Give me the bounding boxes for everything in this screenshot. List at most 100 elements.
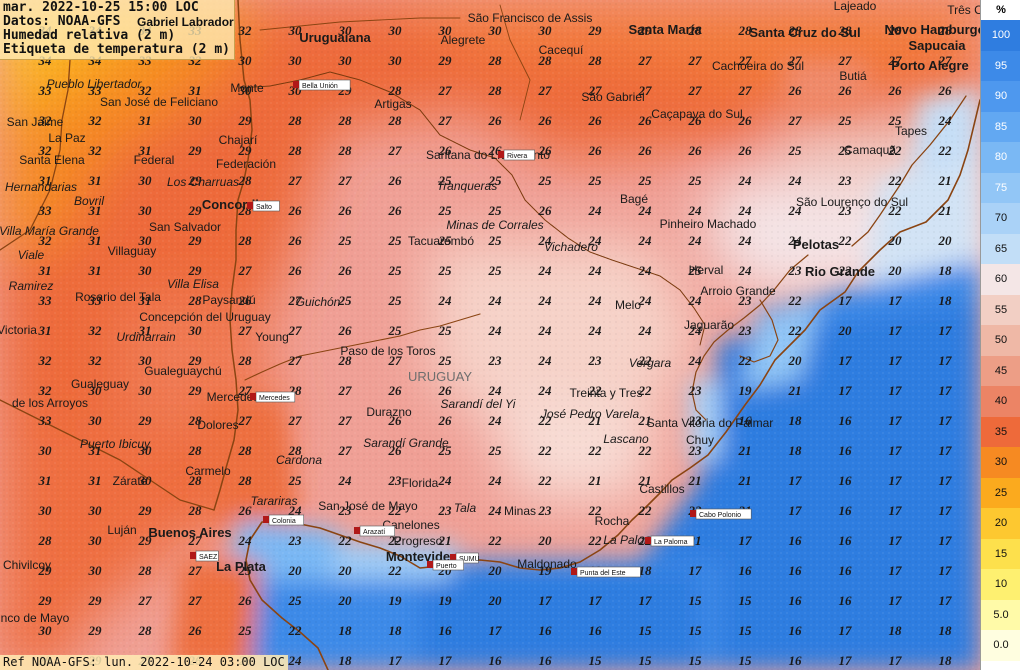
- station-name: Arazatí: [363, 529, 385, 536]
- temperature-label: 25: [688, 263, 703, 278]
- temperature-label: 26: [438, 143, 453, 158]
- temperature-label: 26: [388, 383, 403, 398]
- temperature-label: 22: [538, 473, 553, 488]
- temperature-label: 16: [489, 653, 503, 668]
- city-label: Cachoeira do Sul: [712, 59, 804, 73]
- city-label: Camaquã: [844, 143, 896, 157]
- temperature-label: 25: [388, 263, 403, 278]
- temperature-label: 30: [538, 23, 553, 38]
- station-name: Mercedes: [259, 395, 290, 402]
- temperature-label: 33: [38, 413, 53, 428]
- temperature-label: 16: [839, 563, 853, 578]
- city-label: Castillos: [639, 482, 684, 496]
- temperature-label: 29: [138, 503, 153, 518]
- city-label: Santa María: [629, 22, 703, 37]
- city-label: Minas de Corrales: [446, 218, 543, 232]
- temperature-label: 24: [288, 653, 303, 668]
- temperature-label: 30: [138, 203, 153, 218]
- temperature-label: 24: [788, 203, 803, 218]
- temperature-label: 25: [488, 233, 503, 248]
- station-name: Punta del Este: [580, 570, 626, 577]
- temperature-label: 24: [688, 323, 703, 338]
- city-label: Pueblo Libertador: [47, 77, 143, 91]
- temperature-label: 27: [188, 563, 203, 578]
- temperature-label: 22: [488, 533, 503, 548]
- temperature-label: 27: [838, 53, 853, 68]
- temperature-label: 22: [638, 533, 653, 548]
- temperature-label: 30: [138, 473, 153, 488]
- temperature-label: 17: [839, 293, 853, 308]
- city-label: nco de Mayo: [1, 611, 70, 625]
- temperature-label: 24: [538, 293, 553, 308]
- city-label: Jaguarão: [684, 318, 734, 332]
- temperature-label: 32: [38, 143, 53, 158]
- temperature-label: 17: [939, 413, 953, 428]
- temperature-label: 21: [738, 443, 752, 458]
- temperature-label: 28: [238, 353, 253, 368]
- temperature-label: 31: [88, 173, 102, 188]
- city-label: Uruguaiana: [299, 30, 371, 45]
- temperature-label: 18: [939, 653, 953, 668]
- temperature-label: 24: [588, 203, 603, 218]
- temperature-label: 25: [638, 173, 653, 188]
- temperature-label: 25: [488, 203, 503, 218]
- station-name: Salto: [256, 204, 272, 211]
- temperature-label: 20: [338, 593, 353, 608]
- temperature-label: 16: [789, 563, 803, 578]
- temperature-label: 20: [488, 563, 503, 578]
- legend-scale: 100 95 90 85 80 75 70 65 60 55 50 45 40 35 30 25 20 15 10 5…: [981, 20, 1020, 661]
- temperature-label: 23: [838, 203, 853, 218]
- city-label: Urdinarrain: [116, 330, 176, 344]
- temperature-label: 32: [138, 83, 153, 98]
- legend-step: 70: [981, 203, 1020, 234]
- city-label: Victoria: [0, 323, 37, 337]
- temperature-label: 23: [838, 173, 853, 188]
- temperature-label: 26: [738, 143, 753, 158]
- temperature-label: 23: [588, 353, 603, 368]
- temperature-label: 24: [338, 473, 353, 488]
- temperature-label: 27: [438, 113, 453, 128]
- legend-step: 65: [981, 233, 1020, 264]
- temperature-label: 16: [839, 413, 853, 428]
- temperature-label: 28: [338, 113, 353, 128]
- temperature-label: 26: [438, 383, 453, 398]
- city-label: Novo Hamburgo: [884, 22, 980, 37]
- temperature-label: 25: [338, 293, 353, 308]
- legend-step: 95: [981, 50, 1020, 81]
- temperature-label: 17: [839, 623, 853, 638]
- temperature-label: 17: [939, 593, 953, 608]
- temperature-label: 24: [788, 173, 803, 188]
- station-label: Mercedes: [250, 391, 296, 403]
- temperature-label: 24: [638, 233, 653, 248]
- temperature-label: 24: [738, 263, 753, 278]
- station-label: Salto: [247, 200, 280, 212]
- temperature-label: 29: [238, 143, 253, 158]
- temperature-label: 16: [839, 443, 853, 458]
- overlay-title: Etiqueta de temperatura (2 m): [3, 42, 230, 57]
- temperature-label: 25: [388, 323, 403, 338]
- temperature-label: 26: [688, 113, 703, 128]
- station-name: Rivera: [507, 153, 527, 160]
- temperature-label: 28: [488, 53, 503, 68]
- city-label: Canelones: [382, 518, 439, 532]
- city-label: Sapucaia: [908, 38, 966, 53]
- temperature-label: 26: [388, 413, 403, 428]
- temperature-label: 24: [688, 203, 703, 218]
- city-label: São Francisco de Assis: [468, 11, 593, 25]
- temperature-label: 18: [789, 413, 803, 428]
- temperature-label: 18: [889, 623, 903, 638]
- temperature-label: 32: [88, 323, 103, 338]
- station-marker: [450, 554, 456, 561]
- temperature-label: 18: [939, 263, 953, 278]
- temperature-label: 17: [939, 473, 953, 488]
- city-label: Guichón: [296, 295, 341, 309]
- temperature-label: 27: [688, 53, 703, 68]
- humidity-legend: % 100 95 90 85 80 75 70 65 60 55 50 45 40 35 30 25 20 15 1…: [980, 0, 1020, 670]
- temperature-label: 24: [438, 473, 453, 488]
- temperature-label: 20: [888, 263, 903, 278]
- temperature-label: 27: [638, 53, 653, 68]
- temperature-label: 25: [288, 593, 303, 608]
- city-label: Tarariras: [251, 494, 298, 508]
- temperature-label: 23: [738, 323, 753, 338]
